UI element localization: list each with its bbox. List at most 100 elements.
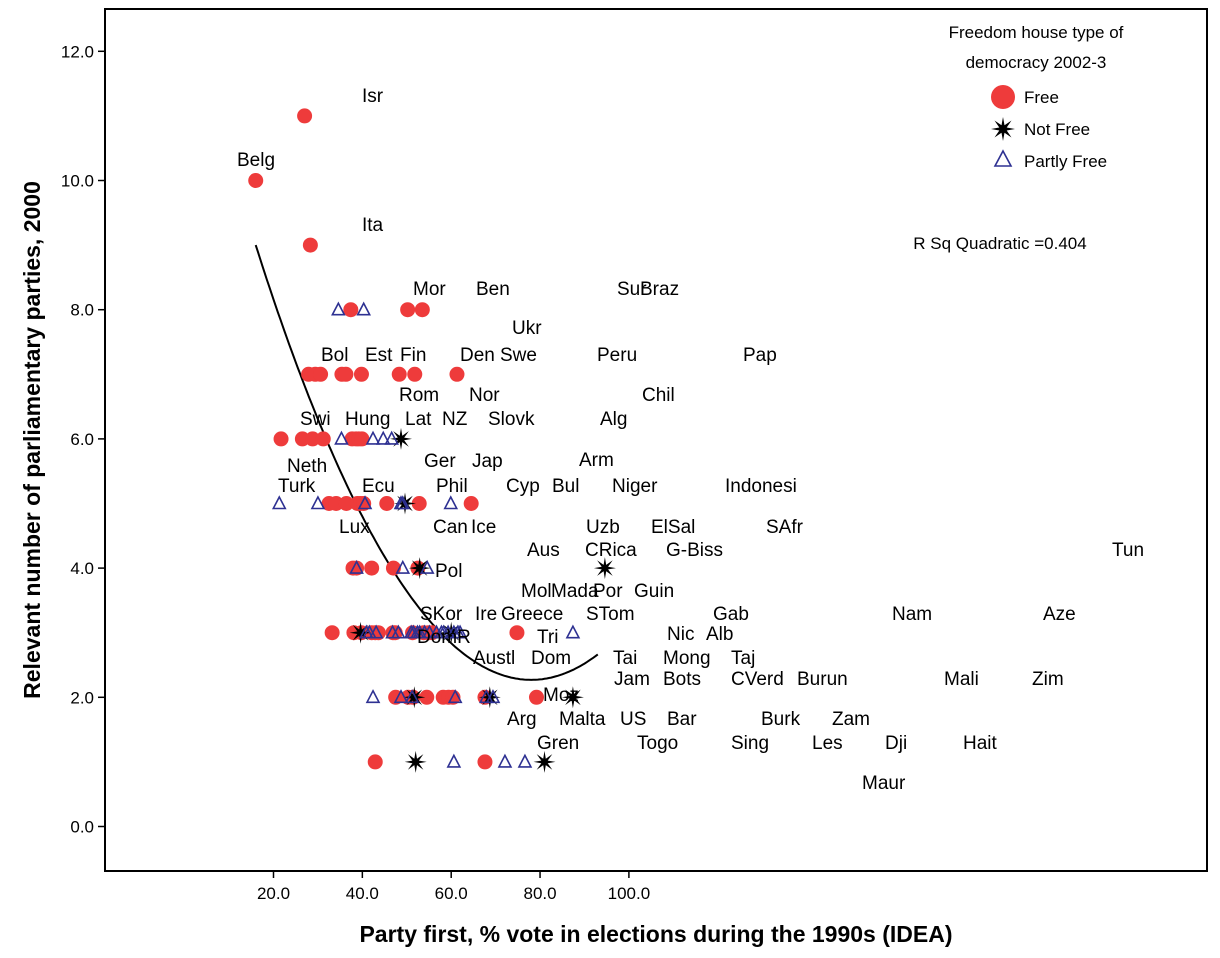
not-free-point	[561, 686, 584, 709]
country-label: Ecu	[362, 476, 395, 497]
country-label: Niger	[612, 476, 658, 497]
x-tick-label: 60.0	[435, 884, 468, 903]
not-free-point	[593, 557, 616, 580]
country-label: Nam	[892, 604, 932, 625]
country-label: Gren	[537, 733, 579, 754]
country-label: Belg	[237, 150, 275, 171]
data-points	[248, 108, 616, 773]
country-label: Lux	[339, 517, 370, 538]
country-label: Braz	[640, 279, 679, 300]
country-label: Arg	[507, 709, 537, 730]
country-label: Guin	[634, 581, 674, 602]
partly-free-point	[395, 559, 411, 574]
country-label: Greece	[501, 604, 563, 625]
y-tick-label: 0.0	[70, 818, 94, 837]
country-label: Hung	[345, 409, 390, 430]
country-label: Rom	[399, 385, 439, 406]
free-point	[354, 431, 370, 447]
country-label: Nor	[469, 385, 500, 406]
country-label: Burk	[761, 709, 801, 730]
partly-free-point	[375, 430, 391, 445]
partly-free-point	[443, 495, 459, 510]
free-point	[273, 431, 289, 447]
free-point	[302, 237, 318, 253]
country-label: Ice	[471, 517, 496, 538]
country-label: US	[620, 709, 646, 730]
legend-partly-free-marker	[993, 149, 1013, 167]
country-label: Zim	[1032, 669, 1064, 690]
free-point	[477, 754, 493, 770]
country-label: Maur	[862, 773, 906, 794]
y-tick-label: 4.0	[70, 559, 94, 578]
free-point	[248, 173, 264, 188]
not-free-point	[533, 750, 556, 773]
country-label: CRica	[585, 540, 637, 561]
partly-free-point	[357, 495, 373, 510]
y-tick-label: 8.0	[70, 301, 94, 320]
country-label: NZ	[442, 409, 468, 430]
free-point	[419, 689, 435, 705]
country-label: Swe	[500, 345, 537, 366]
partly-free-point	[419, 559, 435, 574]
free-point	[313, 366, 329, 382]
partly-free-point	[517, 753, 533, 768]
country-label: Bots	[663, 669, 701, 690]
legend-free-marker	[991, 85, 1015, 109]
partly-free-point	[395, 495, 411, 510]
partly-free-point	[368, 624, 384, 639]
y-tick-label: 6.0	[70, 430, 94, 449]
x-tick-label: 100.0	[608, 884, 651, 903]
legend-free-label: Free	[1024, 88, 1059, 107]
r-squared-note: R Sq Quadratic =0.404	[913, 234, 1086, 253]
country-label: Est	[365, 345, 393, 366]
legend-title-line1: Freedom house type of	[949, 23, 1124, 42]
country-label: Tun	[1112, 540, 1144, 561]
partly-free-point	[404, 689, 420, 704]
partly-free-point	[422, 624, 437, 639]
partly-free-point	[349, 559, 364, 574]
x-tick-label: 40.0	[346, 884, 379, 903]
country-label: Mada	[551, 581, 599, 602]
country-label: Turk	[278, 476, 316, 497]
partly-free-point	[334, 430, 349, 445]
country-label: G-Biss	[666, 540, 723, 561]
partly-free-point	[331, 301, 346, 316]
free-point	[353, 366, 369, 382]
country-label: Jap	[472, 451, 503, 472]
country-label: Tai	[613, 648, 637, 669]
country-label: Den	[460, 345, 495, 366]
country-label: Moz	[543, 685, 579, 706]
country-label: Bul	[552, 476, 579, 497]
axes: 20.0 40.0 60.0 80.0 100.0 0.0 2.0 4.0 6.0 8.0 10.0…	[61, 42, 650, 903]
free-point	[324, 625, 340, 641]
country-label: Pol	[435, 561, 462, 582]
country-label: Mali	[944, 669, 979, 690]
free-point	[528, 689, 544, 705]
partly-free-point	[310, 495, 326, 510]
legend-star-shape	[991, 117, 1015, 141]
free-point	[400, 302, 416, 318]
country-label: Arm	[579, 450, 614, 471]
y-tick-label: 10.0	[61, 172, 94, 191]
country-label: Bar	[667, 709, 697, 730]
partly-free-point	[446, 753, 462, 768]
country-label: CVerd	[731, 669, 784, 690]
free-point	[349, 560, 365, 576]
quadratic-fit-line	[254, 244, 599, 681]
country-label: Aus	[527, 540, 560, 561]
country-label: Can	[433, 517, 468, 538]
country-label: Bol	[321, 345, 348, 366]
not-free-point	[390, 427, 412, 450]
free-point	[297, 108, 313, 124]
partly-free-point	[447, 689, 463, 704]
free-point	[379, 496, 395, 511]
country-label: Ire	[475, 604, 497, 625]
legend-not-free-label: Not Free	[1024, 120, 1090, 139]
x-tick-label: 80.0	[524, 884, 557, 903]
y-tick-label: 2.0	[70, 688, 94, 707]
country-label: Sing	[731, 733, 769, 754]
not-free-point	[404, 750, 427, 773]
free-point	[367, 754, 383, 770]
country-label: Alb	[706, 624, 733, 645]
